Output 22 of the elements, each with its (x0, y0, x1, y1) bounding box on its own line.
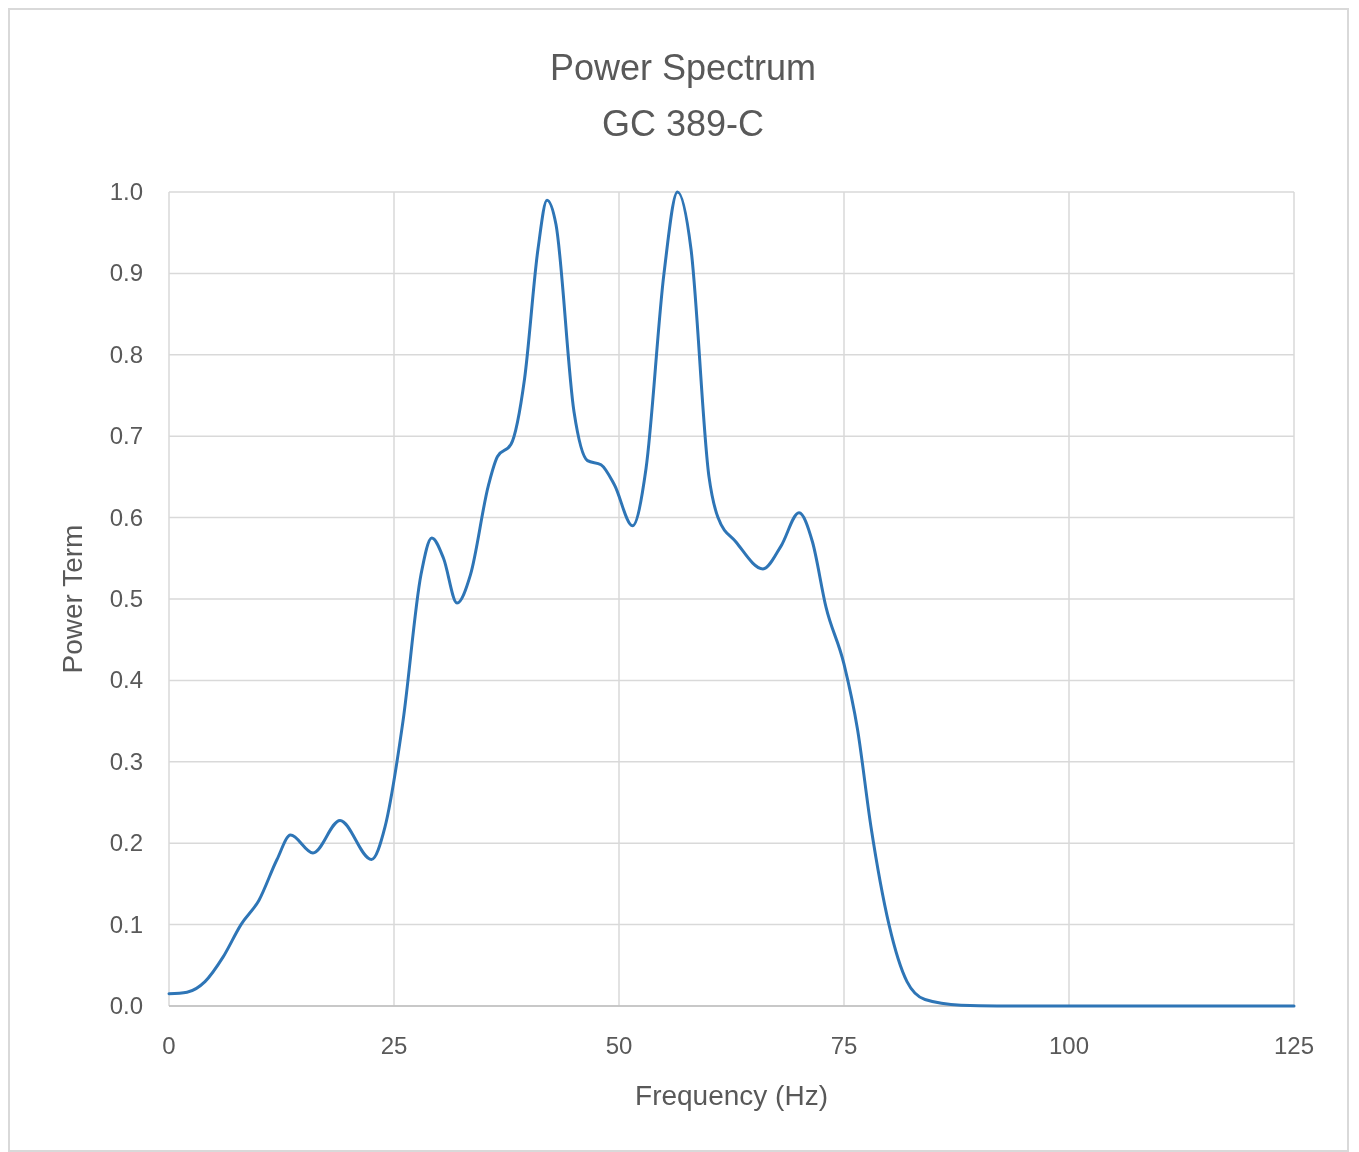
line-series (167, 190, 1296, 1008)
y-tick-label: 0.2 (109, 829, 143, 857)
x-tick-label: 0 (162, 1032, 176, 1059)
x-axis-title: Frequency (Hz) (635, 1080, 828, 1111)
y-tick-label: 0.1 (109, 910, 143, 938)
x-tick-label: 25 (380, 1032, 408, 1059)
y-tick-label: 0.9 (109, 259, 143, 287)
y-tick-label: 0.4 (109, 666, 143, 694)
y-tick-label: 0.0 (109, 992, 143, 1019)
y-axis-title: Power Term (57, 524, 88, 674)
chart-subtitle: GC 389-C (601, 103, 765, 144)
y-tick-label: 0.8 (109, 340, 143, 368)
x-tick-label: 100 (1048, 1032, 1090, 1059)
x-tick-label: 75 (830, 1032, 858, 1059)
y-tick-label: 0.6 (109, 503, 143, 531)
y-tick-label: 0.3 (109, 747, 143, 775)
x-tick-label: 125 (1273, 1032, 1315, 1059)
chart-title: Power Spectrum (549, 47, 817, 88)
y-tick-label: 1.0 (109, 178, 143, 205)
y-tick-label: 0.7 (109, 422, 143, 450)
y-tick-label: 0.5 (109, 585, 143, 612)
x-tick-label: 50 (605, 1032, 633, 1059)
